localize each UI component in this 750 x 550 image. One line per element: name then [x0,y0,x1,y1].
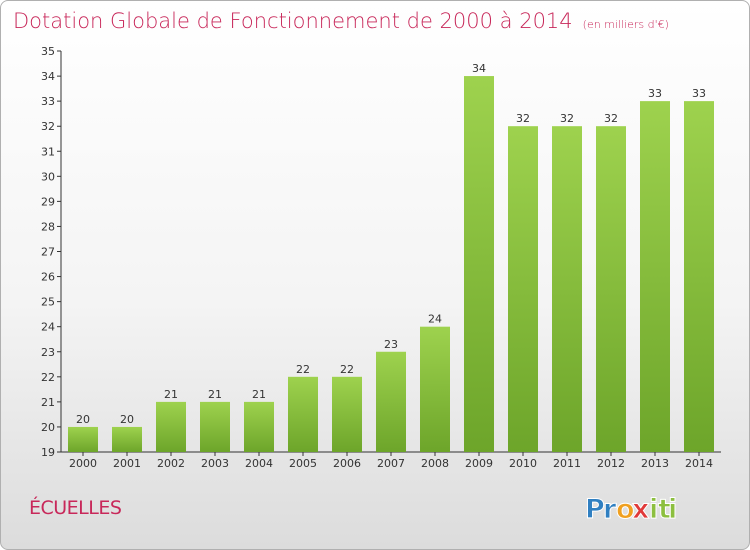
commune-name: ÉCUELLES [29,497,122,519]
y-tick-label: 22 [41,371,55,384]
proxiti-logo-graphic: Pr ox i ti [585,494,678,526]
chart-subtitle: (en milliers d'€) [582,18,669,31]
data-label: 22 [340,363,354,376]
logo-letter: o [616,494,635,525]
bar [552,126,582,452]
bar [244,401,274,452]
y-tick-label: 23 [41,346,55,359]
bar [200,401,230,452]
data-label: 32 [560,112,574,125]
x-tick-label: 2005 [289,457,317,470]
bar [508,126,538,452]
logo-letter: P [585,494,605,525]
bar [156,401,186,452]
data-label: 24 [428,313,442,326]
x-tick-label: 2007 [377,457,405,470]
x-tick-label: 2013 [641,457,669,470]
logo-letter: r [603,494,617,525]
data-label: 32 [516,112,530,125]
y-tick-label: 27 [41,246,55,259]
y-tick-label: 19 [41,446,55,459]
data-label: 22 [296,363,310,376]
data-label: 32 [604,112,618,125]
y-tick-label: 30 [41,170,55,183]
bar [640,101,670,452]
x-tick-label: 2001 [113,457,141,470]
y-tick-label: 26 [41,271,55,284]
chart-title: Dotation Globale de Fonctionnement de 20… [13,9,669,33]
logo-letter: i [649,494,658,525]
data-label: 21 [252,388,266,401]
bar [376,351,406,452]
y-tick-label: 28 [41,220,55,233]
bar [332,376,362,452]
x-tick-label: 2006 [333,457,361,470]
data-label: 20 [76,413,90,426]
bar [68,426,98,452]
x-tick-label: 2012 [597,457,625,470]
x-tick-label: 2004 [245,457,273,470]
bar [112,426,142,452]
data-label: 34 [472,62,486,75]
data-label: 21 [208,388,222,401]
bar [288,376,318,452]
data-label: 33 [648,87,662,100]
y-tick-label: 20 [41,421,55,434]
y-tick-label: 29 [41,195,55,208]
y-tick-label: 32 [41,120,55,133]
logo-letter: i [668,494,677,525]
x-tick-label: 2000 [69,457,97,470]
x-tick-label: 2008 [421,457,449,470]
y-tick-label: 25 [41,296,55,309]
bar [420,326,450,452]
x-tick-label: 2011 [553,457,581,470]
y-tick-label: 33 [41,95,55,108]
chart-axes: 19 20 21 22 23 24 25 26 27 28 29 30 31 32 33 34 35 [41,45,721,459]
y-tick-label: 35 [41,45,55,58]
logo-letter: x [632,494,649,525]
y-tick-label: 31 [41,145,55,158]
data-label: 21 [164,388,178,401]
data-label: 20 [120,413,134,426]
bar [684,101,714,452]
x-tick-label: 2014 [685,457,713,470]
chart-title-text: Dotation Globale de Fonctionnement de 20… [13,9,573,33]
x-tick-label: 2003 [201,457,229,470]
data-label: 33 [692,87,706,100]
chart-bars [68,76,714,452]
bar [596,126,626,452]
y-tick-label: 34 [41,70,55,83]
bar [464,76,494,452]
x-tick-label: 2009 [465,457,493,470]
chart-labels: 2000 20 2001 20 2002 21 2003 21 2004 21 2005 22 2006… [69,62,713,470]
x-tick-label: 2010 [509,457,537,470]
x-tick-label: 2002 [157,457,185,470]
logo-letter: t [658,494,671,525]
data-label: 23 [384,338,398,351]
y-tick-label: 21 [41,396,55,409]
y-tick-label: 24 [41,321,55,334]
